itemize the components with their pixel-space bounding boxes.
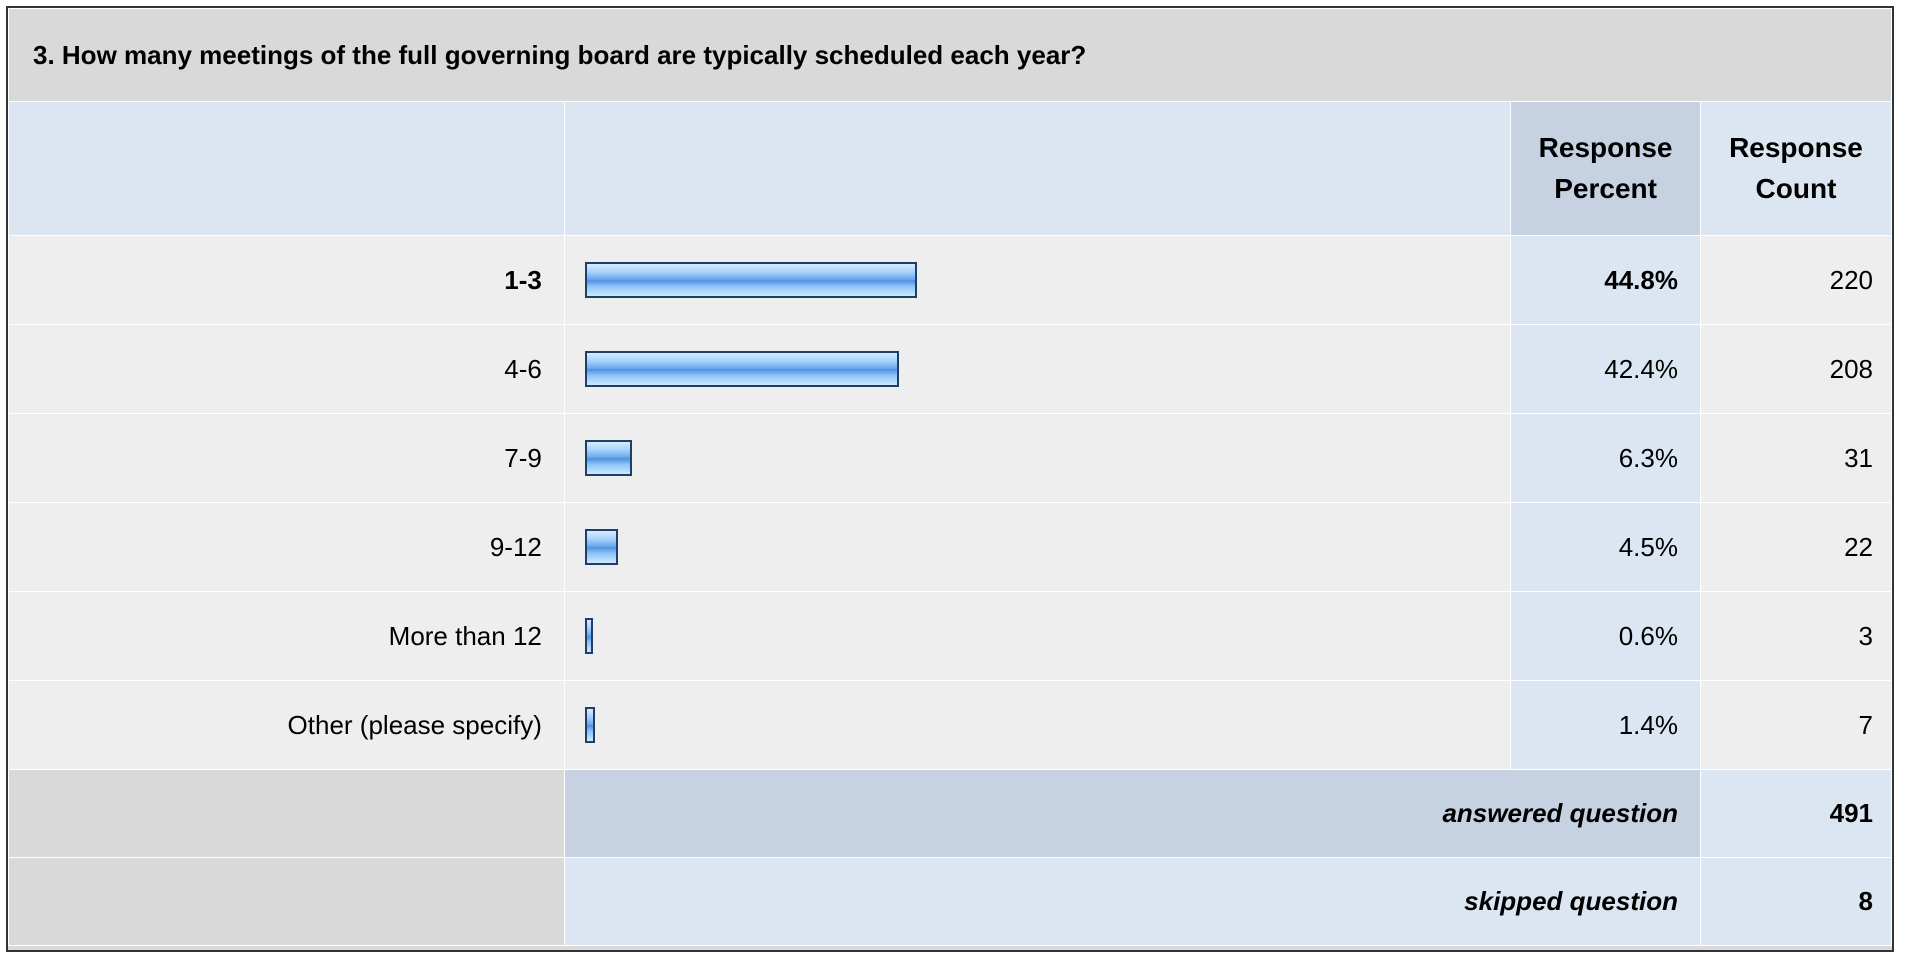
bar-track (584, 440, 1325, 476)
table-row: 9-12 4.5% 22 (8, 502, 1893, 592)
results-grid: 3. How many meetings of the full governi… (8, 8, 1893, 946)
bar-track (584, 262, 1325, 298)
response-bar (584, 351, 899, 387)
response-percent: 44.8% (1510, 235, 1701, 325)
bar-cell (563, 502, 1512, 592)
table-row: 7-9 6.3% 31 (8, 413, 1893, 503)
answer-option-label: More than 12 (8, 591, 565, 681)
response-count: 31 (1699, 413, 1893, 503)
response-bar (584, 707, 595, 743)
table-row: More than 12 0.6% 3 (8, 591, 1893, 681)
question-title-row: 3. How many meetings of the full governi… (8, 8, 1892, 102)
answer-option-label: 1-3 (8, 235, 565, 325)
response-count: 208 (1699, 324, 1893, 414)
bar-cell (563, 591, 1512, 681)
skipped-question-row: skipped question 8 (8, 857, 1893, 946)
bar-cell (563, 680, 1512, 770)
response-count: 22 (1699, 502, 1893, 592)
response-count-header-line1: Response (1729, 131, 1863, 163)
response-percent: 4.5% (1510, 502, 1701, 592)
skipped-question-value: 8 (1699, 857, 1893, 946)
bar-track (584, 351, 1325, 387)
table-row: 1-3 44.8% 220 (8, 235, 1893, 325)
skipped-blank (8, 857, 565, 946)
answered-blank (8, 769, 565, 858)
response-percent-header: Response Percent (1510, 101, 1701, 236)
bar-track (584, 707, 1325, 743)
response-percent-header-line2: Percent (1554, 172, 1657, 204)
skipped-question-label: skipped question (563, 857, 1701, 946)
response-bar (584, 440, 632, 476)
header-row: Response Percent Response Count (8, 101, 1893, 236)
header-blank-bar (563, 101, 1512, 236)
answered-question-label: answered question (563, 769, 1701, 858)
response-percent-header-line1: Response (1538, 131, 1673, 163)
response-count: 7 (1699, 680, 1893, 770)
response-percent: 1.4% (1510, 680, 1701, 770)
response-percent: 0.6% (1510, 591, 1701, 681)
response-count-header-line2: Count (1755, 172, 1837, 204)
response-bar (584, 262, 917, 298)
response-percent: 6.3% (1510, 413, 1701, 503)
answer-option-label: Other (please specify) (8, 680, 565, 770)
answer-option-label: 9-12 (8, 502, 565, 592)
table-row: 4-6 42.4% 208 (8, 324, 1893, 414)
header-blank-label (8, 101, 565, 236)
answered-question-row: answered question 491 (8, 769, 1893, 858)
table-row: Other (please specify) 1.4% 7 (8, 680, 1893, 770)
bar-cell (563, 413, 1512, 503)
answer-option-label: 7-9 (8, 413, 565, 503)
response-count: 3 (1699, 591, 1893, 681)
response-count: 220 (1699, 235, 1893, 325)
survey-results-table: 3. How many meetings of the full governi… (6, 6, 1894, 952)
bar-track (584, 618, 1325, 654)
bar-cell (563, 235, 1512, 325)
answer-option-label: 4-6 (8, 324, 565, 414)
response-bar (584, 529, 618, 565)
bar-track (584, 529, 1325, 565)
answered-question-value: 491 (1699, 769, 1893, 858)
response-percent: 42.4% (1510, 324, 1701, 414)
bar-cell (563, 324, 1512, 414)
response-bar (584, 618, 593, 654)
response-count-header: Response Count (1699, 101, 1893, 236)
question-title: 3. How many meetings of the full governi… (8, 8, 1892, 102)
